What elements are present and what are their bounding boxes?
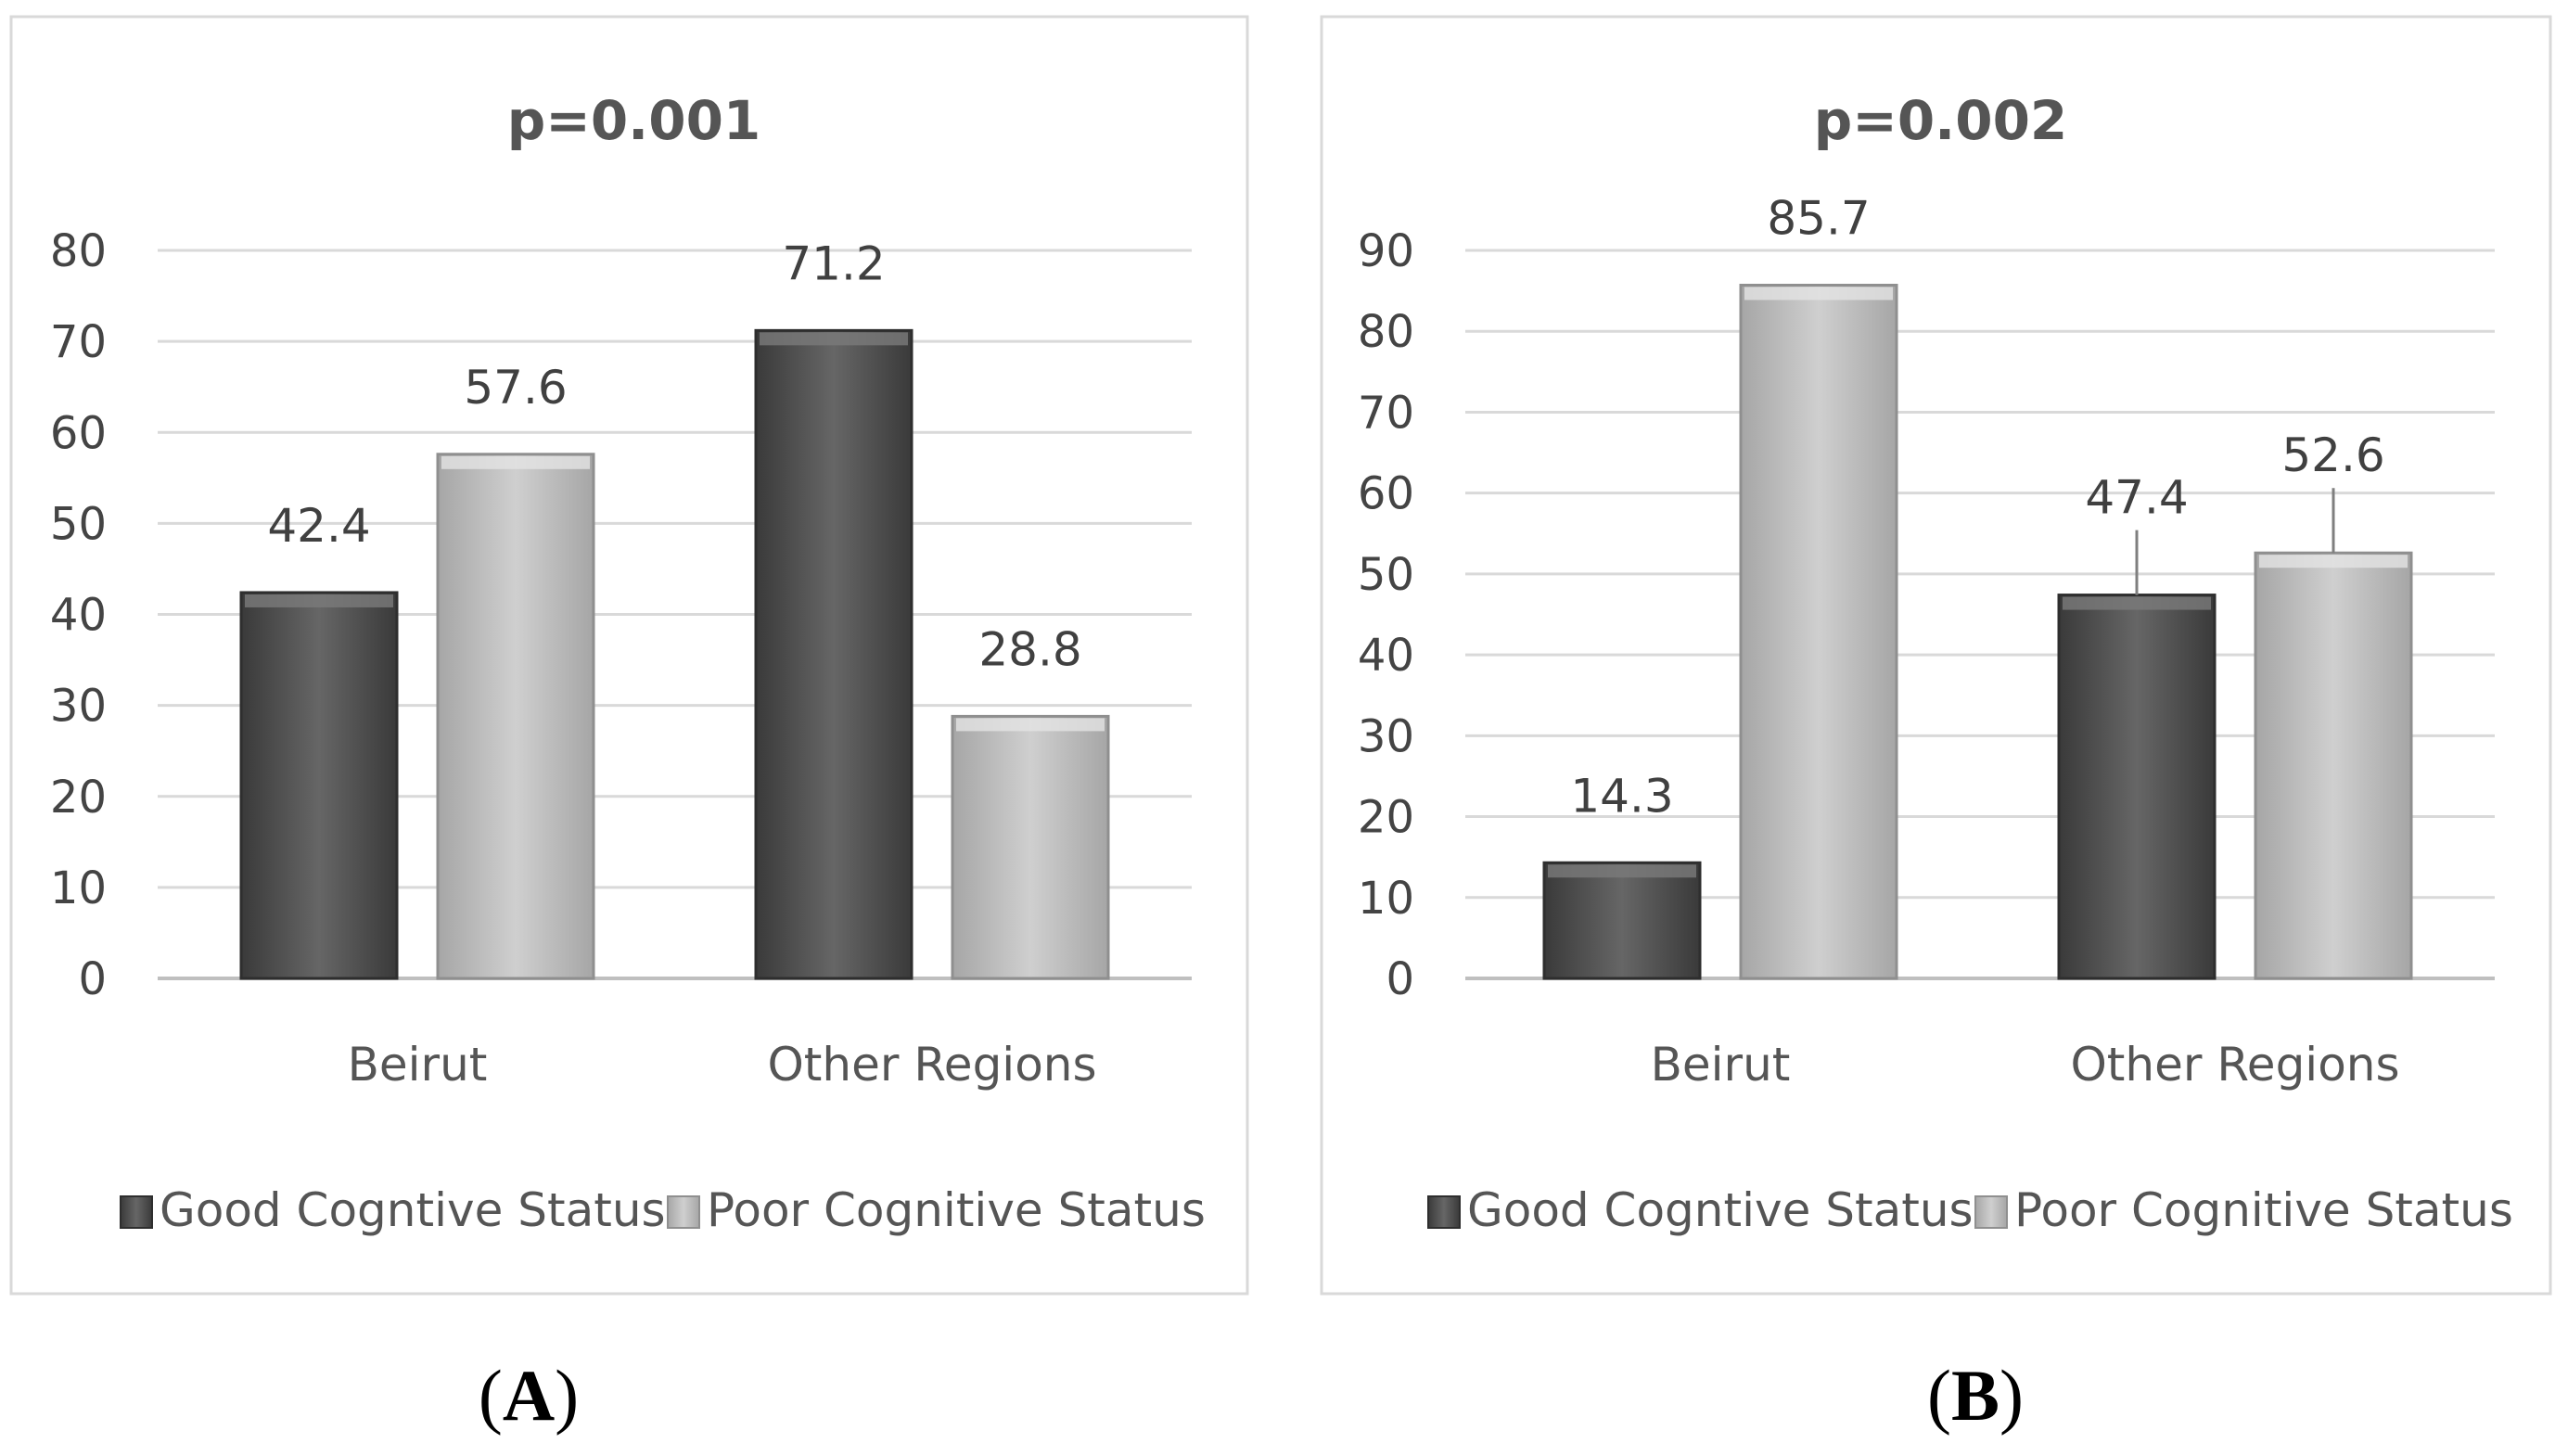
legend-label: Good Cogntive Status bbox=[1467, 1183, 1974, 1237]
y-tick-label: 70 bbox=[1358, 387, 1414, 439]
data-label: 42.4 bbox=[267, 499, 370, 553]
chart-panel-b: p=0.002 0 10 20 30 40 50 60 70 80 90 14.3 85.7 Beirut… bbox=[1320, 15, 2552, 1296]
y-tick-label: 70 bbox=[50, 316, 107, 368]
y-tick-label: 40 bbox=[1358, 630, 1414, 682]
panel-label-a: (A) bbox=[478, 1355, 580, 1436]
chart-panel-a: p=0.001 0 10 20 30 40 50 60 70 80 42.4 57.6 Beirut 71… bbox=[9, 15, 1249, 1296]
x-tick-label: Other Regions bbox=[2070, 1038, 2399, 1092]
y-tick-label: 0 bbox=[1386, 953, 1414, 1005]
bar bbox=[1542, 861, 1702, 980]
y-tick-label: 60 bbox=[1358, 468, 1414, 520]
data-label: 14.3 bbox=[1570, 769, 1673, 823]
y-tick-label: 10 bbox=[1358, 873, 1414, 925]
bar-bevel bbox=[956, 718, 1105, 732]
legend-swatch bbox=[667, 1195, 700, 1229]
chart-title: p=0.002 bbox=[1814, 89, 2068, 152]
legend-swatch bbox=[1974, 1195, 2008, 1229]
bar-bevel bbox=[1744, 287, 1893, 300]
x-tick-label: Beirut bbox=[348, 1038, 488, 1092]
bar-bevel bbox=[2063, 596, 2211, 610]
chart-title: p=0.001 bbox=[507, 89, 761, 152]
bar bbox=[239, 591, 399, 980]
data-label: 52.6 bbox=[2281, 428, 2384, 482]
y-tick-label: 0 bbox=[78, 953, 107, 1005]
y-tick-label: 10 bbox=[50, 862, 107, 914]
y-tick-label: 80 bbox=[50, 225, 107, 277]
legend-label: Poor Cognitive Status bbox=[2014, 1183, 2513, 1237]
legend-label: Good Cogntive Status bbox=[160, 1183, 666, 1237]
bar bbox=[2254, 551, 2413, 980]
chart-border bbox=[9, 15, 1249, 1296]
bar bbox=[754, 328, 913, 980]
y-tick-label: 30 bbox=[50, 681, 107, 733]
y-tick-label: 20 bbox=[50, 772, 107, 824]
y-tick-label: 90 bbox=[1358, 225, 1414, 277]
bar bbox=[2057, 594, 2217, 980]
data-label: 28.8 bbox=[978, 622, 1081, 676]
data-label: 71.2 bbox=[782, 236, 885, 290]
y-tick-label: 20 bbox=[1358, 792, 1414, 844]
legend-swatch bbox=[120, 1195, 153, 1229]
y-tick-label: 40 bbox=[50, 590, 107, 642]
data-label: 85.7 bbox=[1767, 192, 1870, 246]
y-tick-label: 30 bbox=[1358, 710, 1414, 762]
bar-bevel bbox=[441, 455, 590, 469]
y-tick-label: 50 bbox=[50, 498, 107, 550]
x-tick-label: Beirut bbox=[1651, 1038, 1791, 1092]
legend-swatch bbox=[1427, 1195, 1461, 1229]
bar-bevel bbox=[1548, 864, 1696, 878]
bar-bevel bbox=[245, 594, 393, 607]
bar-bevel bbox=[760, 332, 908, 346]
bar-bevel bbox=[2259, 555, 2408, 568]
bar bbox=[1739, 284, 1898, 980]
y-tick-label: 80 bbox=[1358, 306, 1414, 358]
legend-label: Poor Cognitive Status bbox=[707, 1183, 1206, 1237]
y-tick-label: 50 bbox=[1358, 549, 1414, 601]
data-label: 57.6 bbox=[464, 361, 567, 415]
bar bbox=[436, 453, 595, 980]
data-label: 47.4 bbox=[2085, 471, 2188, 525]
y-tick-label: 60 bbox=[50, 407, 107, 459]
panel-label-b: (B) bbox=[1927, 1355, 2024, 1436]
x-tick-label: Other Regions bbox=[767, 1038, 1096, 1092]
bar bbox=[951, 714, 1110, 980]
